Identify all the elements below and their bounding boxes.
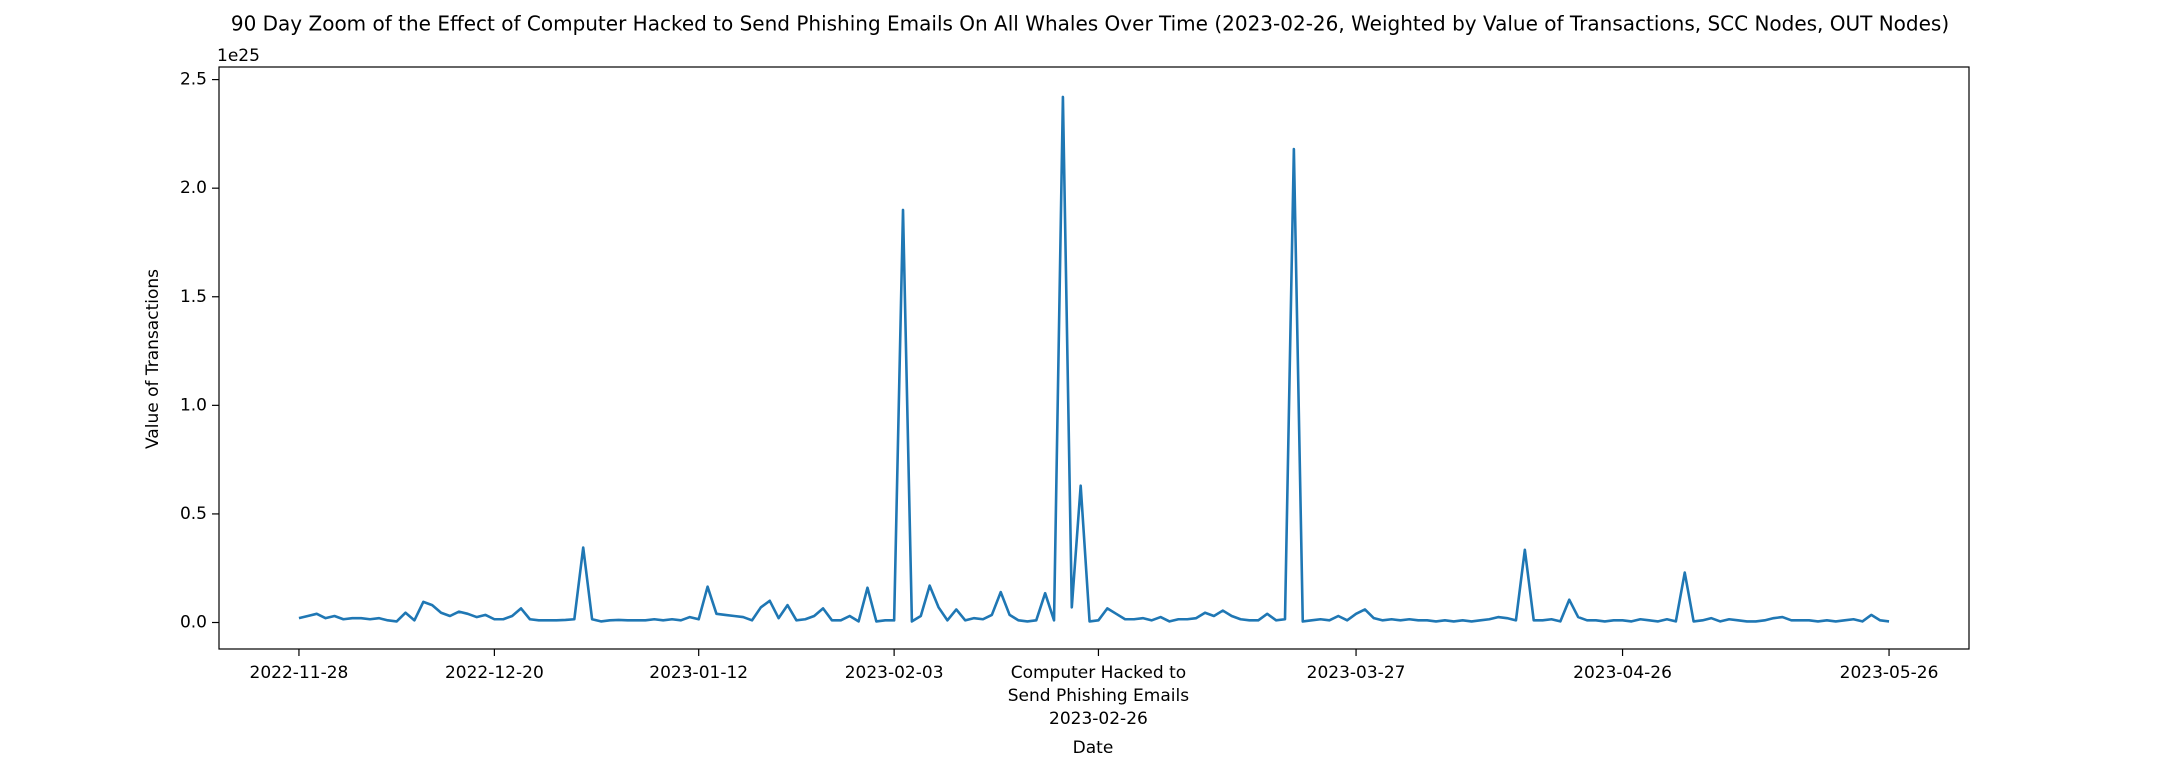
- x-tick-label: 2023-01-12: [649, 663, 748, 683]
- x-tick-label: Computer Hacked to Send Phishing Emails 20…: [1008, 663, 1189, 729]
- x-tick-label: 2023-03-27: [1307, 663, 1406, 683]
- x-tick-label: 2022-12-20: [445, 663, 544, 683]
- y-tick-label: 1.0: [180, 395, 207, 415]
- data-line: [298, 95, 1890, 623]
- y-tick-label: 0.0: [180, 613, 207, 633]
- x-tick-label: 2023-04-26: [1573, 663, 1672, 683]
- x-axis-label: Date: [1073, 738, 1114, 758]
- y-axis-label: Value of Transactions: [143, 269, 163, 449]
- chart-title: 90 Day Zoom of the Effect of Computer Ha…: [231, 12, 1949, 36]
- x-tick-label: 2023-02-03: [845, 663, 944, 683]
- y-tick-label: 2.0: [180, 178, 207, 198]
- y-offset-label: 1e25: [217, 46, 260, 66]
- x-tick-label: 2023-05-26: [1840, 663, 1939, 683]
- y-tick-label: 2.5: [180, 70, 207, 90]
- y-tick-label: 0.5: [180, 504, 207, 524]
- y-tick-label: 1.5: [180, 287, 207, 307]
- x-tick-label: 2022-11-28: [250, 663, 349, 683]
- plot-frame: [218, 66, 1970, 650]
